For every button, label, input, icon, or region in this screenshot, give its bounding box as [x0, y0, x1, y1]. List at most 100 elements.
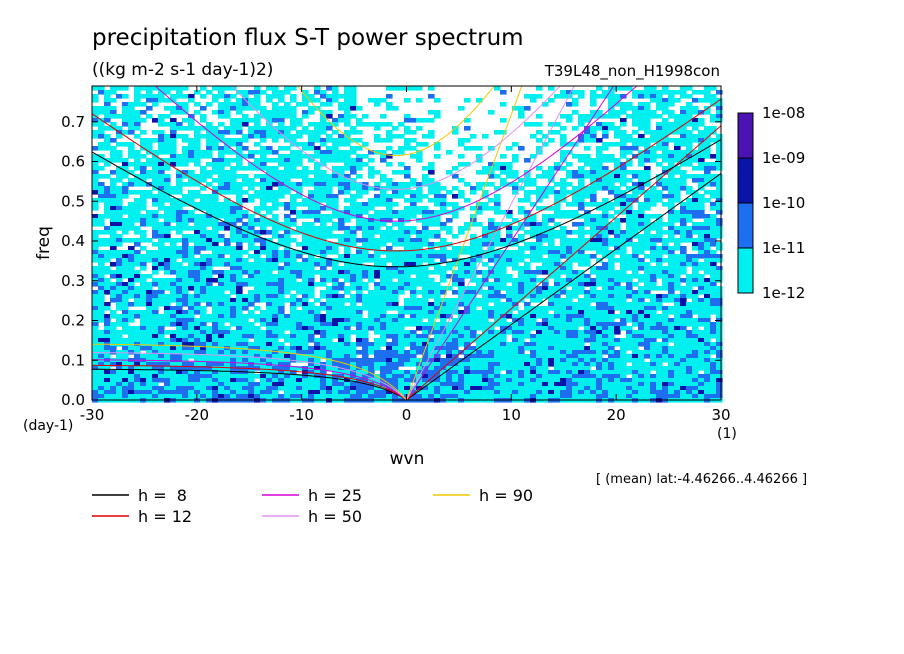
heatmap-cell [704, 222, 711, 227]
heatmap-cell [704, 130, 711, 135]
heatmap-cell [266, 294, 273, 299]
heatmap-cell [146, 286, 153, 291]
heatmap-cell [644, 90, 651, 95]
heatmap-cell [116, 286, 123, 291]
heatmap-cell [350, 170, 357, 175]
heatmap-cell [302, 270, 309, 275]
heatmap-cell [704, 258, 711, 263]
heatmap-cell [518, 106, 525, 111]
heatmap-cell [554, 262, 561, 267]
heatmap-cell [356, 118, 363, 123]
heatmap-cell [644, 190, 651, 195]
heatmap-cell [554, 254, 561, 259]
heatmap-cell [248, 186, 255, 191]
heatmap-cell [134, 326, 141, 331]
heatmap-cell [536, 242, 543, 247]
heatmap-cell [182, 318, 189, 323]
heatmap-cell [134, 86, 141, 91]
heatmap-cell [596, 246, 603, 251]
heatmap-cell [668, 230, 675, 235]
heatmap-cell [98, 142, 105, 147]
heatmap-cell [254, 290, 261, 295]
heatmap-cell [212, 194, 219, 199]
heatmap-cell [434, 198, 441, 203]
heatmap-cell [122, 106, 129, 111]
heatmap-cell [326, 174, 333, 179]
heatmap-cell [608, 298, 615, 303]
heatmap-cell [98, 286, 105, 291]
heatmap-cell [122, 230, 129, 235]
heatmap-cell [254, 306, 261, 311]
heatmap-cell [710, 222, 717, 227]
heatmap-cell [206, 346, 213, 351]
heatmap-cell [200, 334, 207, 339]
heatmap-cell [290, 342, 297, 347]
heatmap-cell [374, 222, 381, 227]
heatmap-cell [104, 110, 111, 115]
heatmap-cell [584, 262, 591, 267]
heatmap-cell [374, 242, 381, 247]
heatmap-cell [620, 258, 627, 263]
heatmap-cell [182, 346, 189, 351]
heatmap-cell [272, 322, 279, 327]
heatmap-cell [122, 170, 129, 175]
heatmap-cell [590, 334, 597, 339]
heatmap-cell [488, 146, 495, 151]
heatmap-cell [584, 154, 591, 159]
heatmap-cell [458, 142, 465, 147]
heatmap-cell [578, 334, 585, 339]
heatmap-cell [338, 302, 345, 307]
heatmap-cell [662, 170, 669, 175]
heatmap-cell [476, 322, 483, 327]
heatmap-cell [686, 278, 693, 283]
heatmap-cell [692, 282, 699, 287]
heatmap-cell [524, 322, 531, 327]
heatmap-cell [164, 150, 171, 155]
heatmap-cell [644, 334, 651, 339]
heatmap-cell [176, 154, 183, 159]
heatmap-cell [716, 226, 723, 231]
heatmap-cell [602, 314, 609, 319]
heatmap-cell [356, 130, 363, 135]
heatmap-cell [662, 86, 669, 91]
heatmap-cell [518, 222, 525, 227]
heatmap-cell [110, 322, 117, 327]
heatmap-cell [236, 210, 243, 215]
heatmap-cell [524, 314, 531, 319]
heatmap-cell [530, 274, 537, 279]
heatmap-cell [602, 146, 609, 151]
heatmap-cell [158, 206, 165, 211]
heatmap-cell [212, 230, 219, 235]
heatmap-cell [404, 298, 411, 303]
heatmap-cell [662, 118, 669, 123]
heatmap-cell [668, 282, 675, 287]
heatmap-cell [230, 254, 237, 259]
heatmap-cell [488, 342, 495, 347]
heatmap-cell [638, 306, 645, 311]
heatmap-cell [158, 330, 165, 335]
heatmap-cell [518, 346, 525, 351]
heatmap-cell [320, 150, 327, 155]
heatmap-cell [320, 122, 327, 127]
heatmap-cell [224, 298, 231, 303]
heatmap-cell [254, 254, 261, 259]
heatmap-cell [650, 222, 657, 227]
heatmap-cell [638, 318, 645, 323]
heatmap-cell [692, 246, 699, 251]
heatmap-cell [446, 254, 453, 259]
heatmap-cell [296, 334, 303, 339]
heatmap-cell [164, 138, 171, 143]
heatmap-cell [638, 118, 645, 123]
heatmap-cell [308, 346, 315, 351]
heatmap-cell [692, 194, 699, 199]
heatmap-cell [512, 290, 519, 295]
heatmap-cell [140, 310, 147, 315]
heatmap-cell [164, 182, 171, 187]
heatmap-cell [302, 234, 309, 239]
heatmap-cell [92, 98, 99, 103]
heatmap-cell [524, 182, 531, 187]
heatmap-cell [182, 310, 189, 315]
heatmap-cell [698, 314, 705, 319]
heatmap-cell [440, 274, 447, 279]
heatmap-cell [110, 146, 117, 151]
